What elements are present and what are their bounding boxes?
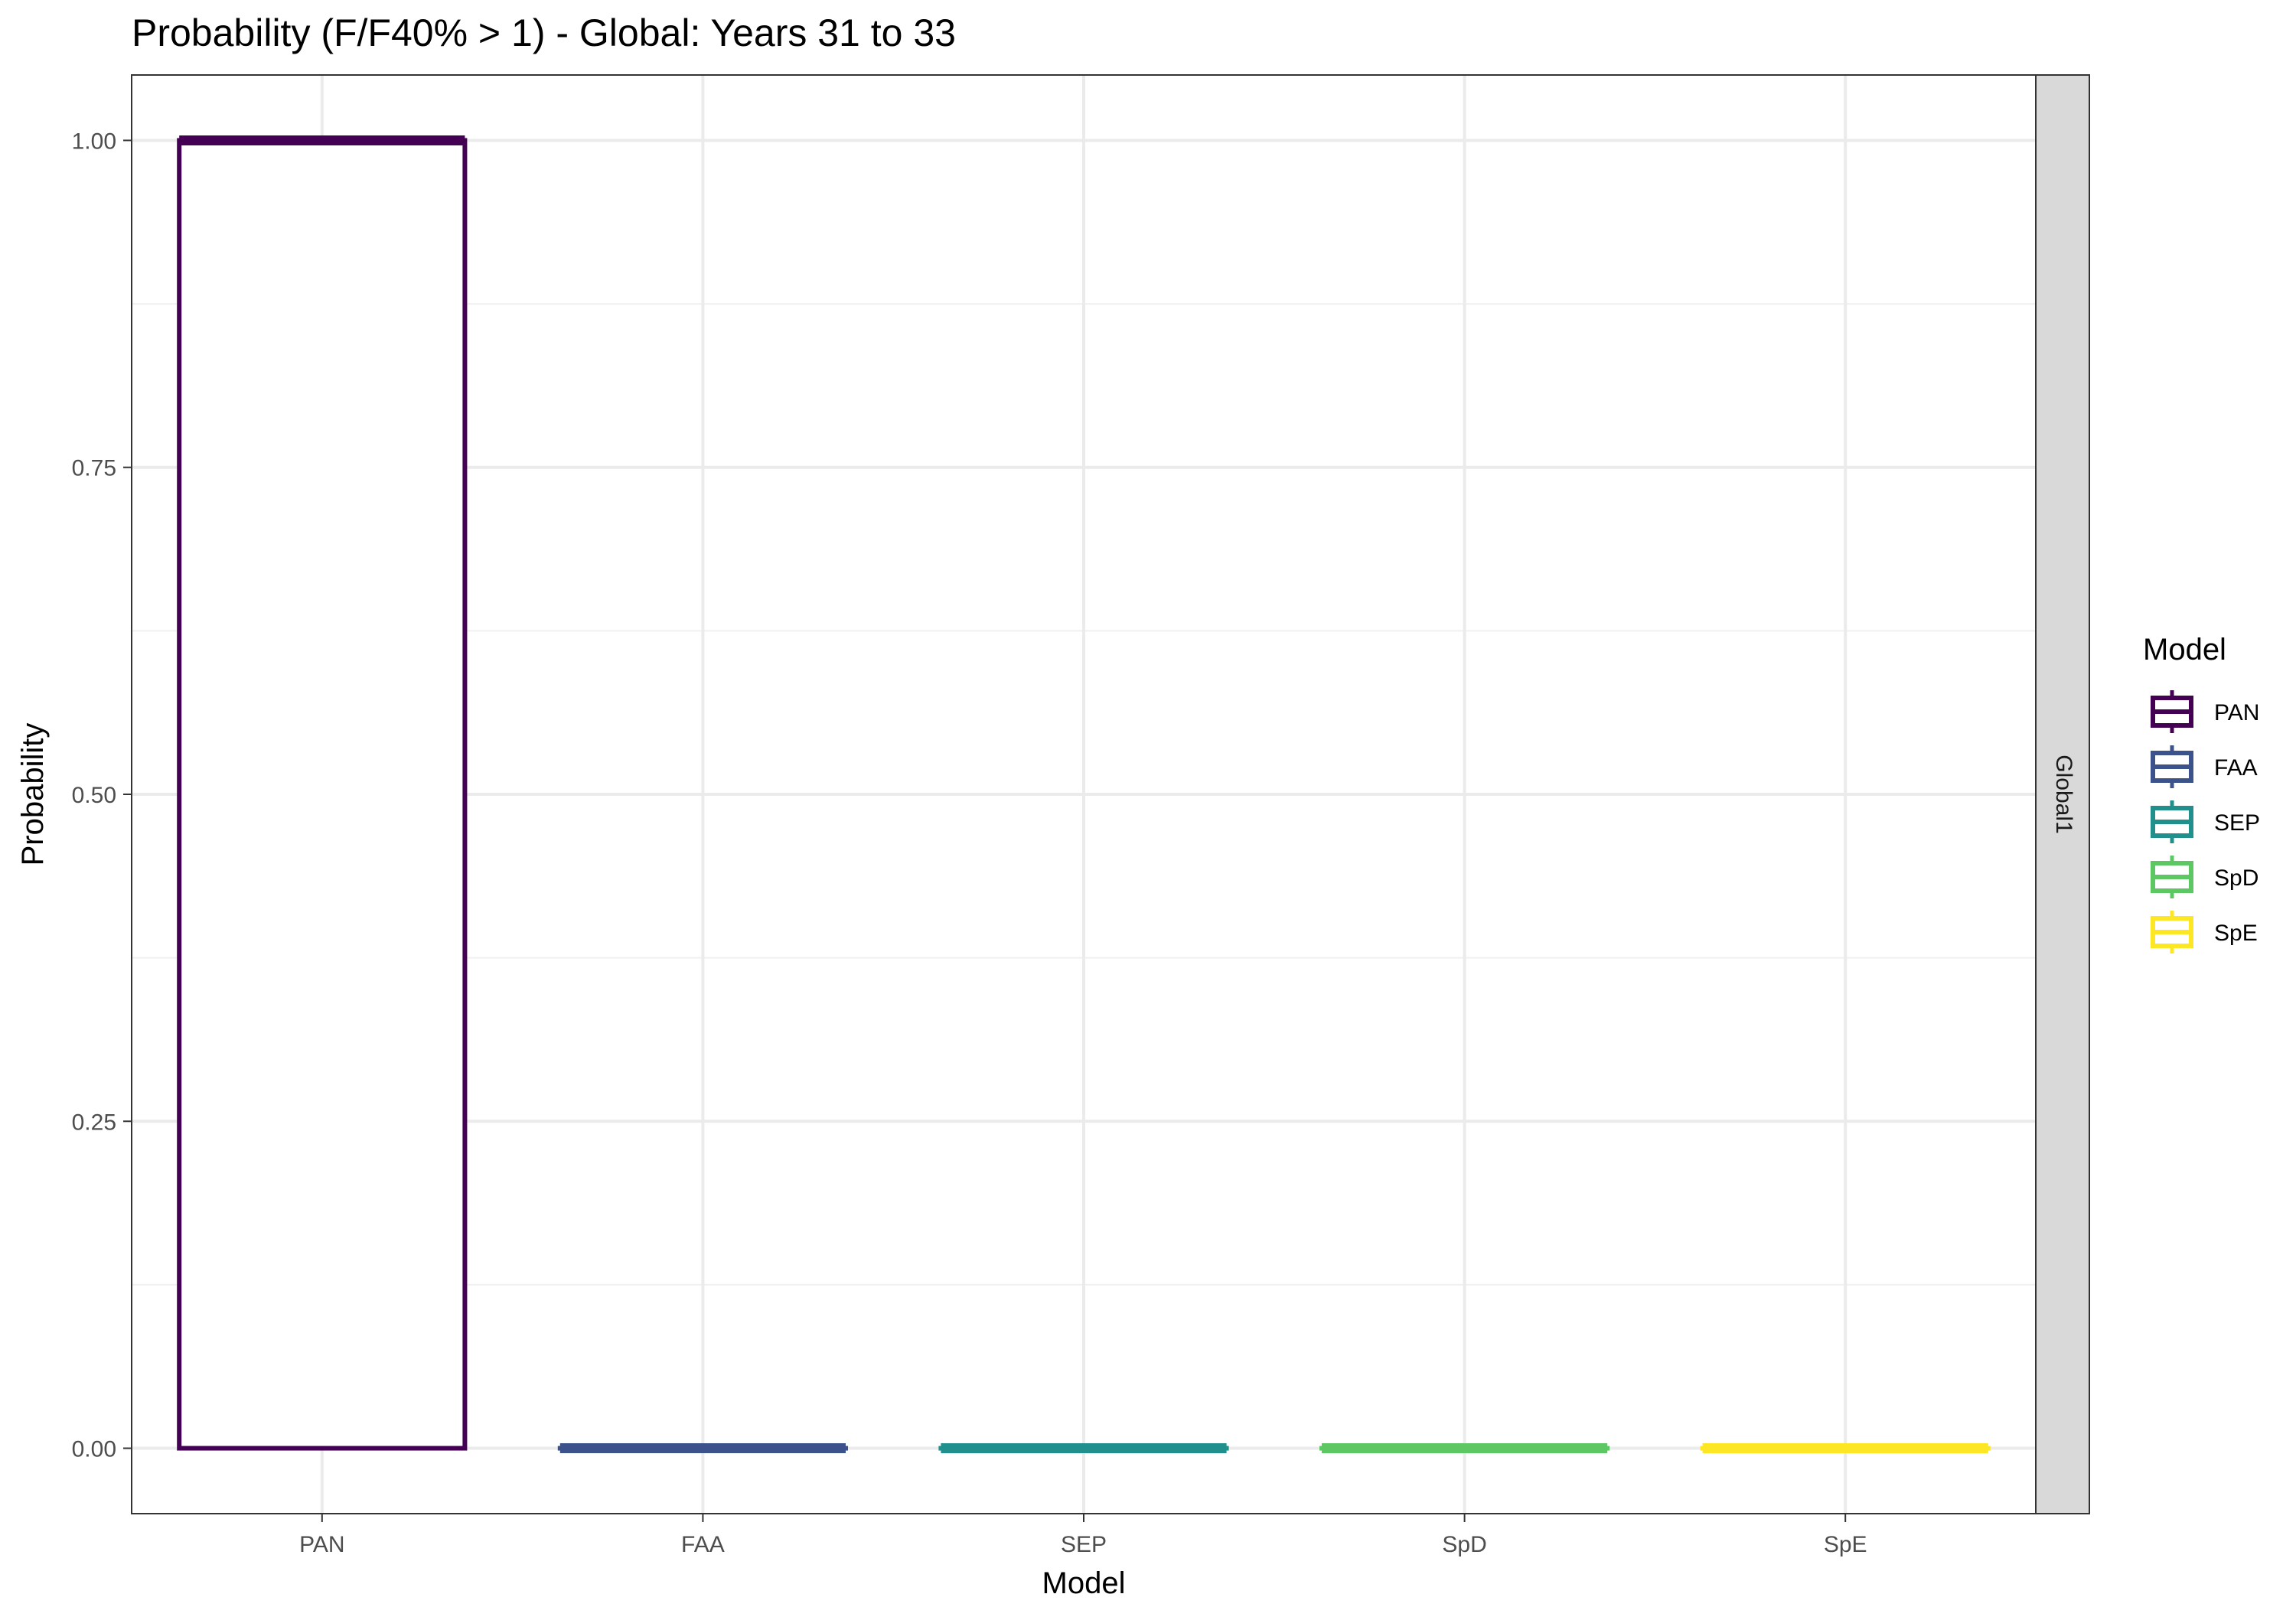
legend-label: SpD xyxy=(2214,865,2258,891)
legend-item-sep: SEP xyxy=(2151,800,2260,843)
legend-item-faa: FAA xyxy=(2151,745,2258,788)
legend-label: PAN xyxy=(2214,700,2259,725)
y-tick-label: 0.25 xyxy=(72,1110,116,1135)
legend-label: SEP xyxy=(2214,810,2260,836)
facet-strip-label: Global1 xyxy=(2051,755,2076,833)
legend-item-spd: SpD xyxy=(2151,856,2258,898)
facet-strip-background xyxy=(2035,74,2090,1514)
box-pan xyxy=(177,135,468,1451)
x-tick-label: SpD xyxy=(1442,1532,1486,1557)
legend: Model PAN FAA SEP SpD SpE xyxy=(2143,633,2260,953)
facet-strip: Global1 xyxy=(2035,74,2090,1514)
box-body xyxy=(177,138,468,1451)
x-axis-label: Model xyxy=(1042,1566,1126,1600)
plot-panel xyxy=(131,74,2037,1514)
x-tick-label: SpE xyxy=(1824,1532,1867,1557)
legend-label: FAA xyxy=(2214,755,2258,781)
legend-item-spe: SpE xyxy=(2151,911,2258,953)
legend-title: Model xyxy=(2143,633,2226,667)
legend-item-pan: PAN xyxy=(2151,690,2259,733)
x-tick-label: PAN xyxy=(299,1532,344,1557)
y-tick-label: 0.00 xyxy=(72,1437,116,1462)
x-tick-label: FAA xyxy=(681,1532,725,1557)
y-tick-label: 0.50 xyxy=(72,783,116,808)
y-tick-label: 0.75 xyxy=(72,456,116,481)
x-axis: PAN FAA SEP SpD SpE xyxy=(299,1514,1867,1557)
legend-items: PAN FAA SEP SpD SpE xyxy=(2151,690,2260,953)
box-series xyxy=(177,135,1991,1454)
y-tick-label: 1.00 xyxy=(72,129,116,154)
legend-label: SpE xyxy=(2214,921,2258,946)
x-tick-label: SEP xyxy=(1061,1532,1107,1557)
y-axis: 0.00 0.25 0.50 0.75 1.00 xyxy=(72,129,132,1462)
y-axis-label: Probability xyxy=(16,723,50,866)
chart-title: Probability (F/F40% > 1) - Global: Years… xyxy=(132,11,956,54)
